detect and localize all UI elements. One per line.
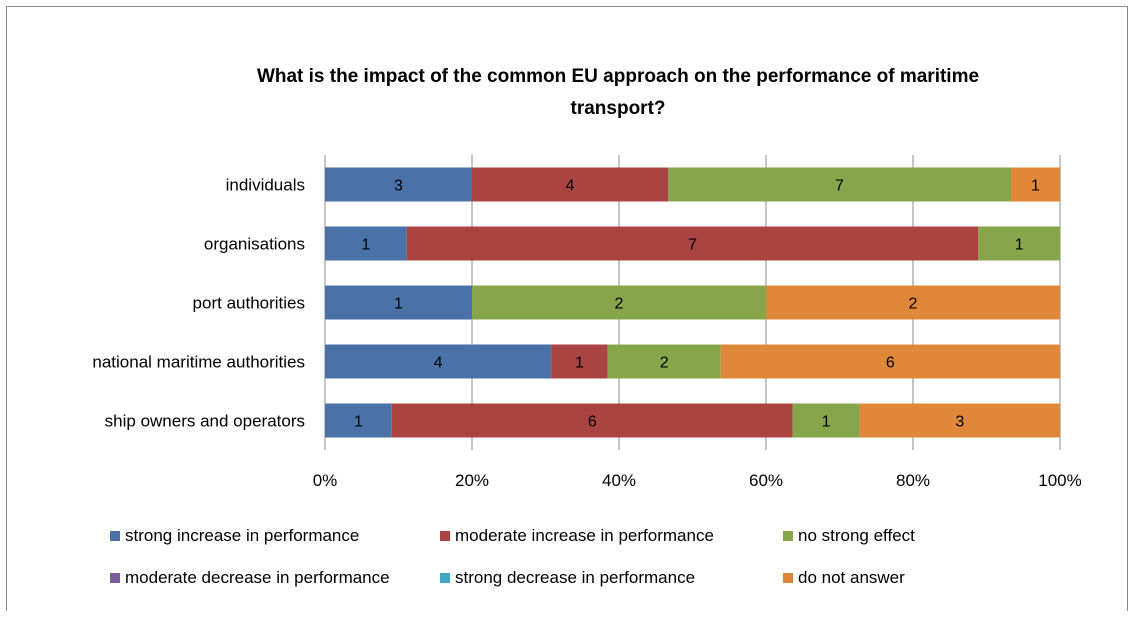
bar-segment — [325, 285, 472, 320]
bar-segment — [607, 344, 721, 379]
x-tick-label: 40% — [602, 471, 636, 490]
legend-swatch — [783, 531, 793, 541]
data-label: 7 — [835, 178, 844, 195]
bar-segment — [472, 167, 668, 202]
category-labels: individuals organisations port authorities… — [92, 176, 305, 431]
legend: strong increase in performance moderate i… — [110, 526, 915, 587]
data-label: 4 — [566, 178, 575, 195]
legend-label: no strong effect — [798, 526, 915, 545]
data-label: 6 — [588, 414, 597, 431]
data-label: 1 — [575, 355, 584, 372]
bar-segment — [792, 403, 860, 438]
data-label: 1 — [354, 414, 363, 431]
legend-swatch — [110, 531, 120, 541]
legend-swatch — [783, 573, 793, 583]
bar-segment — [551, 344, 608, 379]
legend-label: strong decrease in performance — [455, 568, 695, 587]
bar-segment — [325, 226, 407, 261]
legend-label: moderate decrease in performance — [125, 568, 390, 587]
bar-segment — [325, 403, 392, 438]
bar-segment — [406, 226, 979, 261]
legend-swatch — [110, 573, 120, 583]
data-label: 1 — [394, 296, 403, 313]
data-label: 7 — [688, 237, 697, 254]
bar-segment — [391, 403, 793, 438]
bar-segment — [325, 167, 472, 202]
bar-segment — [1011, 167, 1060, 202]
x-tick-label: 20% — [455, 471, 489, 490]
x-tick-label: 0% — [313, 471, 338, 490]
chart-title: What is the impact of the common EU appr… — [257, 66, 979, 119]
category-label: individuals — [226, 176, 305, 195]
x-tick-label: 60% — [749, 471, 783, 490]
x-tick-label: 80% — [896, 471, 930, 490]
data-label: 1 — [822, 414, 831, 431]
bar-segment — [766, 285, 1060, 320]
category-label: organisations — [204, 235, 305, 254]
bars: 3 4 7 1 1 7 1 1 2 2 4 1 2 6 1 6 1 3 — [325, 167, 1060, 438]
data-label: 3 — [955, 414, 964, 431]
chart-title-line-1: What is the impact of the common EU appr… — [257, 66, 979, 87]
legend-label: moderate increase in performance — [455, 526, 714, 545]
data-label: 2 — [660, 355, 669, 372]
legend-swatch — [440, 573, 450, 583]
data-label: 6 — [886, 355, 895, 372]
bar-segment — [859, 403, 1060, 438]
legend-label: strong increase in performance — [125, 526, 359, 545]
category-label: port authorities — [193, 294, 305, 313]
data-label: 3 — [394, 178, 403, 195]
category-label: ship owners and operators — [105, 412, 305, 431]
x-tick-label: 100% — [1038, 471, 1081, 490]
data-label: 2 — [615, 296, 624, 313]
bar-segment — [325, 344, 552, 379]
x-axis-ticks: 0% 20% 40% 60% 80% 100% — [313, 471, 1082, 490]
data-label: 4 — [434, 355, 443, 372]
bar-segment — [668, 167, 1011, 202]
legend-swatch — [440, 531, 450, 541]
data-label: 1 — [1015, 237, 1024, 254]
data-label: 1 — [361, 237, 370, 254]
data-label: 1 — [1031, 178, 1040, 195]
category-label: national maritime authorities — [92, 353, 305, 372]
bar-segment — [472, 285, 766, 320]
legend-label: do not answer — [798, 568, 905, 587]
bar-segment — [720, 344, 1060, 379]
chart-title-line-2: transport? — [571, 98, 666, 119]
bar-segment — [978, 226, 1060, 261]
data-label: 2 — [909, 296, 918, 313]
